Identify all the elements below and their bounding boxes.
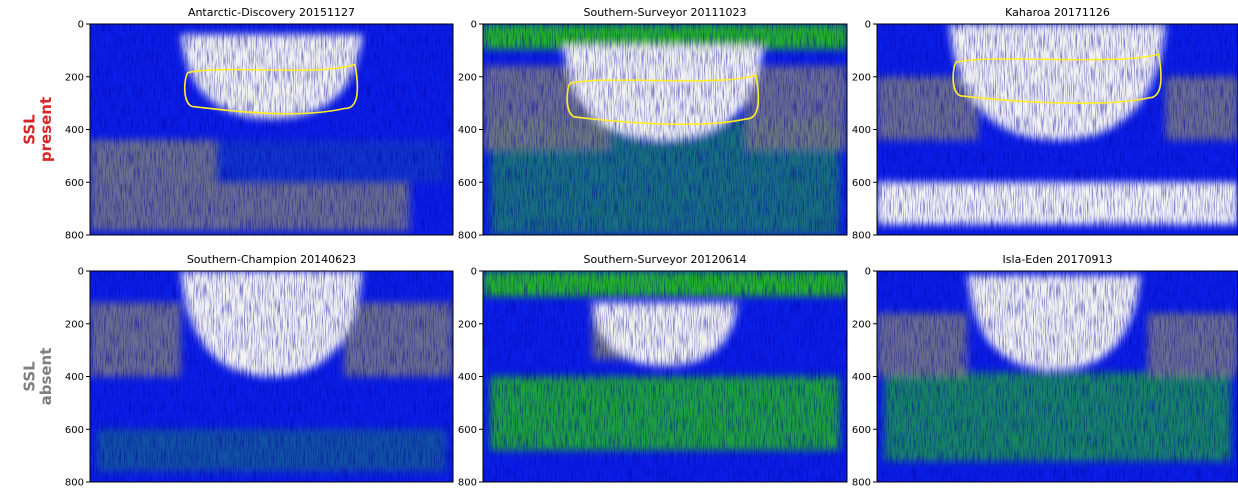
y-tick-label: 600 bbox=[65, 178, 84, 189]
row-label-line: present bbox=[37, 97, 55, 162]
y-tick-label: 600 bbox=[65, 425, 84, 436]
y-tick-label: 0 bbox=[865, 20, 871, 31]
y-tick-label: 400 bbox=[458, 125, 477, 136]
y-tick-label: 600 bbox=[458, 178, 477, 189]
y-tick-label: 400 bbox=[852, 372, 871, 383]
panel: Kaharoa 20171126 0 200 400 600 800 bbox=[852, 6, 1238, 242]
y-tick-label: 0 bbox=[78, 267, 84, 278]
y-tick-label: 0 bbox=[78, 20, 84, 31]
y-tick-label: 200 bbox=[852, 319, 871, 330]
y-tick-label: 200 bbox=[65, 319, 84, 330]
figure: SSLpresentSSLabsentAntarctic-Discovery 2… bbox=[0, 0, 1238, 489]
echogram bbox=[90, 24, 453, 235]
echogram bbox=[90, 271, 453, 482]
echogram-texture bbox=[483, 271, 847, 482]
echogram-texture bbox=[483, 24, 847, 235]
echogram bbox=[877, 271, 1238, 482]
y-tick-label: 0 bbox=[471, 267, 477, 278]
panel-title: Antarctic-Discovery 20151127 bbox=[188, 6, 355, 19]
y-tick-label: 400 bbox=[458, 372, 477, 383]
echogram bbox=[483, 24, 847, 235]
y-tick-label: 800 bbox=[458, 231, 477, 242]
y-tick-label: 400 bbox=[852, 125, 871, 136]
y-tick-label: 400 bbox=[65, 125, 84, 136]
panel-title: Southern-Surveyor 20111023 bbox=[583, 6, 746, 19]
y-tick-label: 600 bbox=[458, 425, 477, 436]
y-tick-label: 200 bbox=[852, 72, 871, 83]
panel-title: Isla-Eden 20170913 bbox=[1003, 253, 1113, 266]
echogram-texture bbox=[877, 24, 1238, 235]
y-tick-label: 0 bbox=[865, 267, 871, 278]
echogram-texture bbox=[90, 271, 453, 482]
echogram-texture bbox=[90, 24, 453, 235]
row-label-line: SSL bbox=[21, 114, 39, 145]
row-label-line: absent bbox=[37, 348, 55, 406]
y-tick-label: 400 bbox=[65, 372, 84, 383]
panel: Isla-Eden 20170913 0 200 400 600 800 bbox=[852, 253, 1238, 489]
y-tick-label: 600 bbox=[852, 425, 871, 436]
echogram bbox=[483, 271, 847, 482]
y-tick-label: 800 bbox=[852, 478, 871, 489]
y-tick-label: 0 bbox=[471, 20, 477, 31]
echogram-texture bbox=[877, 271, 1238, 482]
row-label: SSLabsent bbox=[21, 348, 56, 406]
panel-title: Kaharoa 20171126 bbox=[1005, 6, 1110, 19]
y-tick-label: 200 bbox=[458, 319, 477, 330]
y-tick-label: 200 bbox=[458, 72, 477, 83]
panel: Antarctic-Discovery 20151127 0 200 400 600 80… bbox=[65, 6, 453, 242]
panel: Southern-Champion 20140623 0 200 400 600 800 bbox=[65, 253, 453, 489]
y-tick-label: 200 bbox=[65, 72, 84, 83]
panel-title: Southern-Champion 20140623 bbox=[187, 253, 356, 266]
panel-title: Southern-Surveyor 20120614 bbox=[583, 253, 746, 266]
y-tick-label: 800 bbox=[65, 478, 84, 489]
panel: Southern-Surveyor 20111023 0 200 400 600 800 bbox=[458, 6, 847, 242]
echogram bbox=[877, 24, 1238, 235]
row-label-line: SSL bbox=[21, 361, 39, 392]
row-label: SSLpresent bbox=[21, 97, 56, 162]
panel: Southern-Surveyor 20120614 0 200 400 600 800 bbox=[458, 253, 847, 489]
y-tick-label: 800 bbox=[65, 231, 84, 242]
y-tick-label: 600 bbox=[852, 178, 871, 189]
y-tick-label: 800 bbox=[458, 478, 477, 489]
y-tick-label: 800 bbox=[852, 231, 871, 242]
